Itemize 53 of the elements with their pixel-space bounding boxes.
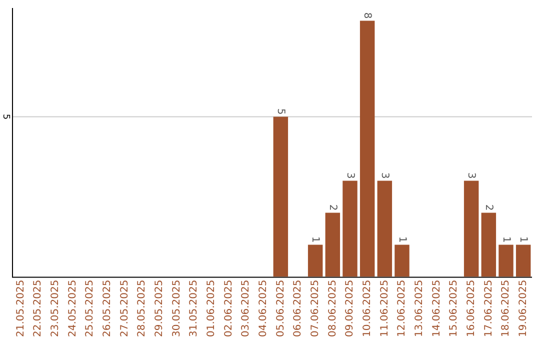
x-tick-label: 03.06.2025 (240, 280, 252, 338)
bar (498, 244, 514, 277)
x-tick-label: 13.06.2025 (414, 280, 425, 338)
ref-line-label: 5 (0, 114, 11, 120)
bar (481, 212, 496, 277)
x-tick-label: 22.05.2025 (32, 280, 44, 338)
data-label: 1 (518, 236, 529, 243)
data-label: 3 (379, 172, 390, 179)
data-label: 3 (344, 172, 356, 179)
x-tick-label: 25.05.2025 (84, 280, 96, 338)
x-tick-label: 17.06.2025 (483, 280, 494, 338)
x-tick-label: 23.05.2025 (50, 280, 61, 338)
data-label: 2 (483, 204, 494, 211)
x-tick-label: 19.06.2025 (518, 280, 529, 338)
data-label: 3 (466, 172, 477, 179)
x-tick-label: 27.05.2025 (119, 280, 130, 338)
x-tick-label: 01.06.2025 (206, 280, 217, 338)
x-tick-label: 16.06.2025 (466, 280, 477, 338)
bar (394, 244, 410, 277)
data-label: 2 (327, 204, 338, 211)
x-tick-label: 08.06.2025 (327, 280, 338, 338)
x-tick-label: 11.06.2025 (379, 280, 390, 338)
bar (325, 212, 340, 277)
x-tick-label: 28.05.2025 (136, 280, 148, 338)
data-label: 1 (310, 236, 321, 243)
x-tick-label: 06.06.2025 (292, 280, 304, 338)
x-tick-label: 26.05.2025 (102, 280, 113, 338)
data-label: 1 (500, 236, 512, 243)
x-tick-label: 09.06.2025 (344, 280, 356, 338)
x-tick-label: 14.06.2025 (431, 280, 442, 338)
x-tick-label: 12.06.2025 (396, 280, 408, 338)
bar (342, 180, 358, 277)
bar (377, 180, 392, 277)
x-tick-label: 15.06.2025 (448, 280, 460, 338)
x-tick-label: 10.06.2025 (362, 280, 373, 338)
bar (360, 20, 375, 277)
x-tick-label: 07.06.2025 (310, 280, 321, 338)
bar (516, 244, 531, 277)
x-tick-label: 31.05.2025 (188, 280, 200, 338)
x-tick-label: 02.06.2025 (223, 280, 234, 338)
x-tick-label: 24.05.2025 (67, 280, 78, 338)
bar (308, 244, 323, 277)
data-label: 8 (362, 12, 373, 19)
x-tick-label: 05.06.2025 (275, 280, 286, 338)
bar (464, 180, 479, 277)
x-tick-label: 21.05.2025 (15, 280, 26, 338)
data-label: 1 (396, 236, 408, 243)
x-tick-label: 29.05.2025 (154, 280, 165, 338)
x-tick-label: 18.06.2025 (500, 280, 512, 338)
x-tick-label: 30.05.2025 (171, 280, 182, 338)
x-tick-label: 04.06.2025 (258, 280, 269, 338)
bar (273, 116, 288, 277)
data-label: 5 (275, 108, 286, 115)
